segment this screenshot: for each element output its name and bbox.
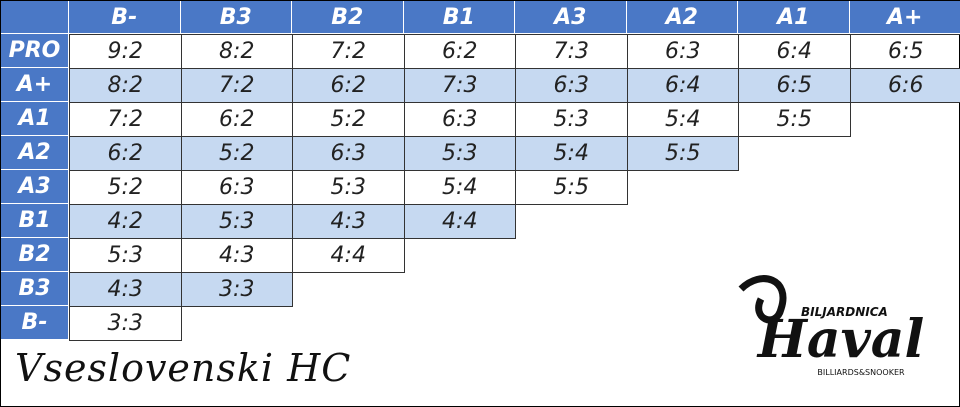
row-header: B2 [1,238,69,272]
table-cell: 6:3 [626,34,739,69]
table-cell: 7:2 [69,102,182,137]
row-header: B1 [1,204,69,238]
table-cell: 7:2 [292,34,405,69]
table-cell: 6:3 [292,136,405,171]
footer-title: Vseslovenski HC [15,346,352,390]
logo-bottom: BILLIARDS&SNOOKER [817,368,905,377]
table-cell: 6:5 [738,68,851,103]
table-cell: 5:5 [738,102,851,137]
table-cell: 3:3 [180,272,293,307]
table-cell: 6:4 [738,34,851,69]
logo-swash [738,275,787,324]
table-cell: 7:2 [180,68,293,103]
table-cell: 6:3 [403,102,516,137]
table-cell: 4:4 [403,204,516,239]
table-cell: 4:4 [292,238,405,273]
corner-cell [1,1,69,34]
table-cell: 4:3 [180,238,293,273]
table-cell: 5:3 [403,136,516,171]
table-cell: 5:4 [515,136,628,171]
column-header: B3 [180,1,292,34]
column-header: A2 [626,1,738,34]
logo: BILJARDNICA Haval BILLIARDS&SNOOKER [731,269,946,381]
table-cell: 6:2 [69,136,182,171]
table-cell: 9:2 [69,34,182,69]
table-cell: 6:6 [849,68,960,103]
table-cell: 6:2 [180,102,293,137]
table-cell: 5:5 [515,170,628,205]
row-header: A3 [1,170,69,204]
table-cell: 3:3 [69,306,182,341]
table-cell: 5:2 [292,102,405,137]
table-cell: 6:2 [403,34,516,69]
table-cell: 5:2 [180,136,293,171]
table-cell: 6:2 [292,68,405,103]
table-cell: 6:4 [626,68,739,103]
table-cell: 4:3 [292,204,405,239]
row-header: A+ [1,68,69,102]
logo-top: BILJARDNICA [801,305,888,319]
logo-graphic: BILJARDNICA Haval BILLIARDS&SNOOKER [738,275,925,377]
table-cell: 5:3 [180,204,293,239]
column-header: A3 [515,1,627,34]
logo-name: Haval [756,309,925,370]
table-cell: 6:3 [180,170,293,205]
table-cell: 5:3 [515,102,628,137]
column-header: B- [69,1,181,34]
table-cell: 4:3 [69,272,182,307]
row-header: B3 [1,272,69,306]
table-cell: 4:2 [69,204,182,239]
row-header: A2 [1,136,69,170]
column-header: A1 [738,1,850,34]
column-header: B2 [292,1,404,34]
table-cell: 6:5 [849,34,960,69]
row-header: B- [1,306,69,340]
row-header: PRO [1,34,69,68]
table-cell: 5:3 [292,170,405,205]
table-cell: 8:2 [180,34,293,69]
table-cell: 5:5 [626,136,739,171]
table-cell: 6:3 [515,68,628,103]
column-header: B1 [403,1,515,34]
table-cell: 5:4 [626,102,739,137]
table-cell: 5:4 [403,170,516,205]
column-header: A+ [849,1,960,34]
table-cell: 7:3 [403,68,516,103]
table-cell: 5:3 [69,238,182,273]
table-cell: 8:2 [69,68,182,103]
table-cell: 7:3 [515,34,628,69]
row-header: A1 [1,102,69,136]
table-cell: 5:2 [69,170,182,205]
